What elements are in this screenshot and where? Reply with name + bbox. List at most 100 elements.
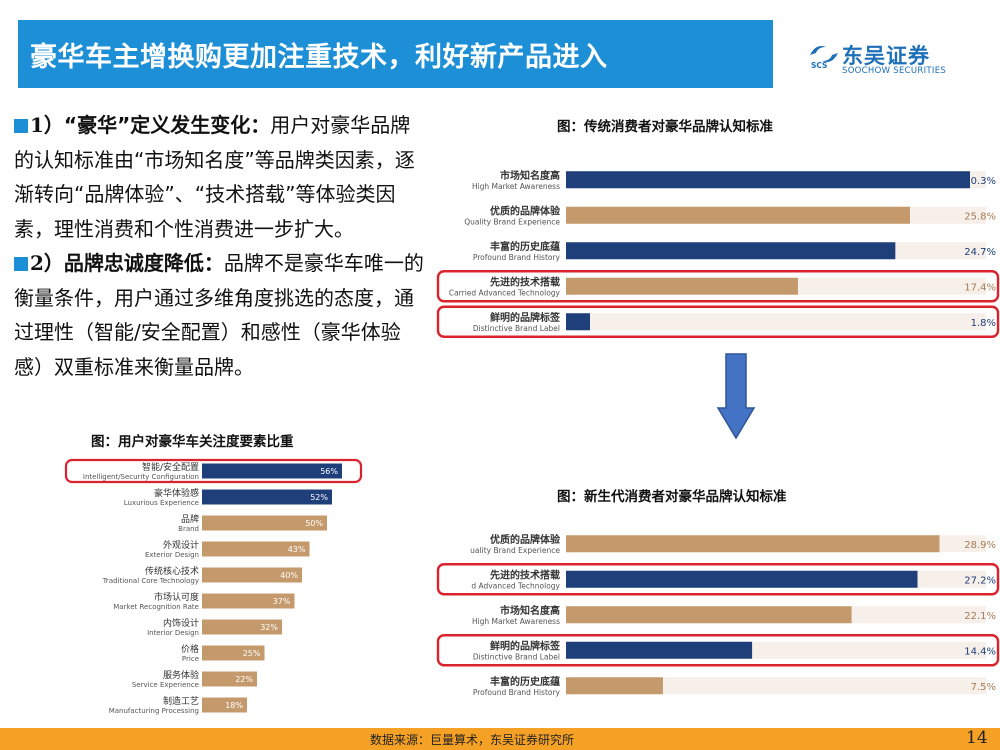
point-number: 2） — [30, 251, 64, 275]
point-body: 用户对豪华品牌的认知标准由“市场知名度”等品牌类因素，逐渐转向“品牌体验”、“技… — [14, 113, 415, 241]
bar-track — [566, 677, 986, 695]
data-label: 27.2% — [964, 575, 996, 586]
category-label: 服务体验 — [163, 669, 199, 681]
bar-track — [566, 313, 986, 331]
logo-name-cn: 东吴证券 — [842, 44, 930, 68]
bar — [202, 567, 302, 583]
category-label-en: Profound Brand History — [473, 688, 561, 697]
key-points: 1）“豪华”定义发生变化：用户对豪华品牌的认知标准由“市场知名度”等品牌类因素，… — [14, 108, 426, 384]
logo-mark-text: SCS — [811, 61, 827, 69]
category-label-en: Luxurious Experience — [124, 499, 199, 507]
category-label-en: Distinctive Brand Label — [473, 324, 560, 333]
category-label: 鲜明的品牌标签 — [490, 311, 561, 324]
bar — [566, 606, 852, 624]
category-label: 先进的技术搭载 — [490, 568, 560, 581]
bar — [566, 570, 918, 588]
category-label: 内饰设计 — [163, 617, 199, 629]
category-label-en: Manufacturing Processing — [109, 707, 199, 715]
category-label-en: Quality Brand Experience — [464, 217, 560, 226]
point-2: 2）品牌忠诚度降低：品牌不是豪华车唯一的衡量条件，用户通过多维角度挑选的态度，通… — [14, 246, 426, 384]
category-label: 品牌 — [181, 513, 199, 525]
highlight-box — [436, 634, 1000, 667]
bar — [566, 677, 663, 695]
caption-bottom-right: 图：新生代消费者对豪华品牌认知标准 — [557, 489, 787, 505]
point-heading: 品牌忠诚度降低： — [63, 251, 224, 275]
data-label: 56% — [320, 467, 338, 476]
category-label-en: Brand — [178, 525, 199, 533]
bar — [566, 641, 753, 659]
data-label: 24.7% — [964, 247, 996, 258]
data-label: 22% — [235, 675, 253, 684]
point-1: 1）“豪华”定义发生变化：用户对豪华品牌的认知标准由“市场知名度”等品牌类因素，… — [14, 108, 426, 246]
data-source: 数据来源：巨量算术，东吴证券研究所 — [370, 733, 575, 747]
category-label-en: Profound Brand History — [473, 253, 561, 262]
bar — [566, 313, 590, 331]
bar — [202, 593, 295, 609]
category-label: 传统核心技术 — [145, 565, 199, 577]
highlight-box — [64, 458, 363, 484]
category-label: 市场知名度高 — [500, 604, 560, 617]
category-label-en: Carried Advanced Technology — [449, 288, 561, 297]
data-label: 50% — [305, 519, 323, 528]
data-label: 25% — [243, 649, 261, 658]
bar — [202, 541, 310, 557]
caption-top-right: 图：传统消费者对豪华品牌认知标准 — [557, 119, 773, 135]
point-body: 品牌不是豪华车唯一的衡量条件，用户通过多维角度挑选的态度，通过理性（智能/安全配… — [14, 251, 424, 379]
category-label: 优质的品牌体验 — [490, 533, 561, 546]
company-logo: SCS 东吴证券 SOOCHOW SECURITIES — [808, 40, 978, 80]
category-label-en: Traditional Core Technology — [102, 577, 199, 585]
data-label: 52% — [310, 493, 328, 502]
point-heading: “豪华”定义发生变化： — [63, 113, 271, 137]
chart-attention-factors: 智能/安全配置 Intelligent/Security Configuratio… — [62, 456, 367, 718]
bar — [566, 277, 798, 295]
category-label-en: High Market Awareness — [472, 182, 560, 191]
data-label: 18% — [225, 701, 243, 710]
highlight-box — [436, 270, 1000, 303]
point-number: 1） — [30, 113, 64, 137]
category-label-en: Market Recognition Rate — [113, 603, 199, 611]
data-label: 14.4% — [964, 646, 996, 657]
category-label: 智能/安全配置 — [142, 461, 199, 473]
data-label: 43% — [288, 545, 306, 554]
down-arrow-icon — [716, 353, 756, 440]
category-label-en: d Advanced Technology — [471, 581, 560, 590]
category-label: 豪华体验感 — [154, 487, 199, 499]
data-label: 30.3% — [964, 176, 996, 187]
category-label-en: uality Brand Experience — [470, 546, 560, 555]
data-label: 17.4% — [964, 282, 996, 293]
bar — [566, 535, 940, 553]
logo-mark-icon: SCS — [810, 46, 838, 69]
highlight-box — [436, 563, 1000, 596]
category-label-en: Service Experience — [132, 681, 199, 689]
category-label: 鲜明的品牌标签 — [490, 639, 561, 652]
footer-bar: 数据来源：巨量算术，东吴证券研究所 14 — [0, 728, 1000, 750]
bar — [202, 697, 247, 713]
data-label: 28.9% — [964, 540, 996, 551]
data-label: 1.8% — [971, 318, 996, 329]
bar — [202, 489, 332, 505]
data-label: 32% — [260, 623, 278, 632]
category-label: 优质的品牌体验 — [490, 204, 561, 217]
category-label-en: Exterior Design — [145, 551, 199, 559]
category-label-en: Interior Design — [147, 629, 199, 637]
bar — [202, 671, 257, 687]
category-label: 先进的技术搭载 — [490, 275, 560, 288]
category-label-en: Intelligent/Security Configuration — [83, 473, 199, 481]
logo-name-en: SOOCHOW SECURITIES — [842, 66, 947, 76]
data-label: 37% — [273, 597, 291, 606]
bar — [202, 619, 282, 635]
bar — [202, 463, 342, 479]
chart-new-generation: 优质的品牌体验 uality Brand Experience 28.9% 先进的技术… — [436, 526, 1000, 704]
category-label-en: Distinctive Brand Label — [473, 652, 560, 661]
category-label: 市场知名度高 — [500, 169, 560, 182]
category-label-en: Price — [182, 655, 199, 663]
highlight-box — [436, 305, 1000, 338]
bar — [566, 206, 910, 224]
bullet-square-icon — [14, 257, 28, 271]
data-label: 40% — [280, 571, 298, 580]
category-label: 价格 — [181, 643, 199, 655]
category-label: 丰富的历史底蕴 — [490, 240, 560, 253]
bar — [566, 171, 970, 189]
